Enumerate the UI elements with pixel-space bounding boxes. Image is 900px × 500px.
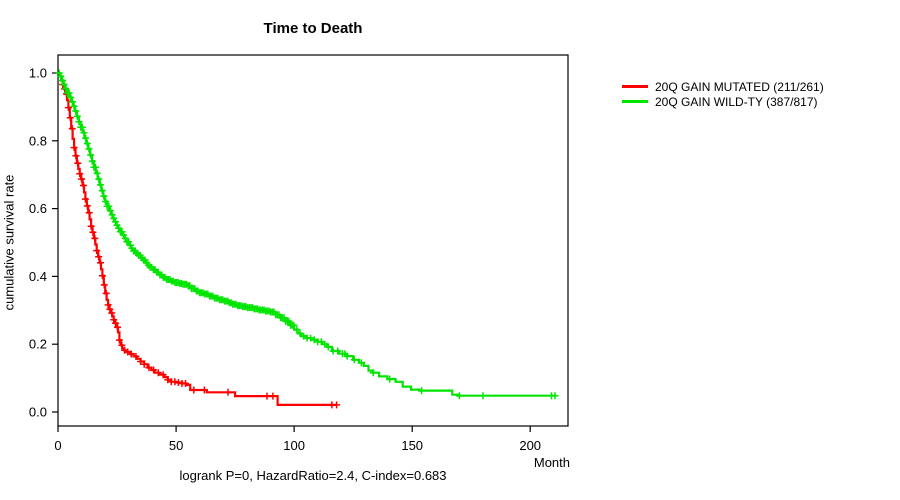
x-axis-tick-label: 100: [283, 438, 305, 453]
y-axis-tick-label: 0.8: [29, 133, 47, 148]
y-axis-tick-label: 1.0: [29, 66, 47, 81]
x-axis-tick-label: 150: [401, 438, 423, 453]
y-axis-tick-label: 0.0: [29, 405, 47, 420]
censor-marks-mutated: [59, 81, 341, 409]
y-axis-tick-label: 0.4: [29, 269, 47, 284]
y-axis-tick-label: 0.2: [29, 337, 47, 352]
legend-label-mutated: 20Q GAIN MUTATED (211/261): [655, 79, 824, 94]
stats-annotation: logrank P=0, HazardRatio=2.4, C-index=0.…: [179, 468, 447, 483]
plot-box: [57, 54, 569, 427]
x-axis-tick-label: 0: [54, 438, 61, 453]
x-axis-tick-label: 200: [519, 438, 541, 453]
x-axis-tick-label: 50: [169, 438, 183, 453]
survival-curve-wildtype: [58, 71, 557, 397]
y-axis-tick-label: 0.6: [29, 201, 47, 216]
legend-label-wildtype: 20Q GAIN WILD-TY (387/817): [655, 94, 818, 109]
legend: 20Q GAIN MUTATED (211/261) 20Q GAIN WILD…: [622, 79, 824, 109]
chart-title: Time to Death: [263, 20, 363, 37]
survival-curve-mutated: [58, 71, 337, 406]
legend-line-red: [622, 85, 648, 88]
x-axis-label: Month: [533, 455, 570, 470]
censor-marks-wildtype: [55, 69, 559, 400]
legend-line-green: [622, 100, 648, 103]
y-axis-label: cumulative survival rate: [1, 174, 17, 311]
legend-item-mutated: 20Q GAIN MUTATED (211/261): [622, 79, 824, 94]
legend-item-wildtype: 20Q GAIN WILD-TY (387/817): [622, 94, 824, 109]
